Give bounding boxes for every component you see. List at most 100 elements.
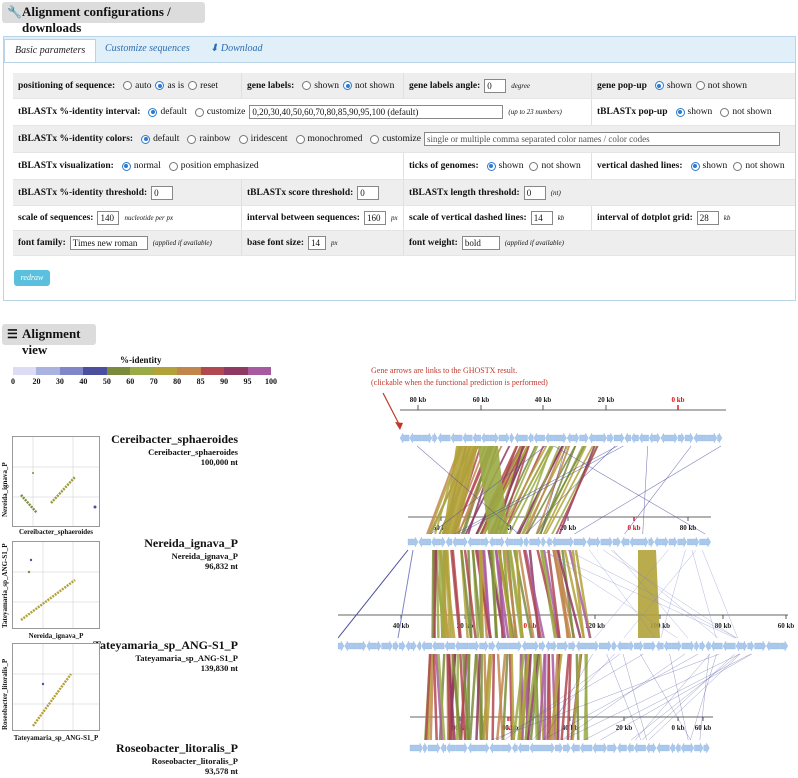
identity-interval-input[interactable]: 0,20,30,40,50,60,70,80,85,90,95,100 (def…: [249, 105, 504, 119]
gene-arrow[interactable]: [455, 742, 468, 754]
gene-arrow[interactable]: [495, 640, 509, 652]
positioning-asis-radio[interactable]: [155, 81, 165, 90]
redraw-button[interactable]: redraw: [14, 270, 50, 286]
gene-arrow[interactable]: [617, 640, 629, 652]
gene-arrow[interactable]: [399, 432, 410, 444]
colors-default-radio[interactable]: [141, 134, 151, 144]
gene-arrow[interactable]: [488, 640, 496, 652]
gene-labels-notshown-radio[interactable]: [343, 81, 353, 90]
gene-arrow[interactable]: [489, 742, 501, 754]
gene-arrow[interactable]: [538, 640, 546, 652]
gene-arrow[interactable]: [480, 536, 489, 548]
positioning-reset-radio[interactable]: [188, 81, 198, 90]
gene-labels-angle-input[interactable]: 0: [484, 78, 507, 93]
gene-arrow[interactable]: [513, 536, 524, 548]
gene-arrow[interactable]: [579, 432, 589, 444]
gene-arrow[interactable]: [381, 640, 393, 652]
gene-arrow[interactable]: [527, 432, 534, 444]
gene-arrow[interactable]: [722, 640, 736, 652]
gene-arrow[interactable]: [418, 536, 432, 548]
gene-arrow[interactable]: [663, 640, 672, 652]
gene-arrow[interactable]: [706, 432, 718, 444]
gene-arrow[interactable]: [754, 640, 767, 652]
dotplot[interactable]: Cereibacter_sphaeroides Nereida_ignava_P: [1, 436, 100, 536]
gene-arrow[interactable]: [452, 536, 459, 548]
gene-arrow[interactable]: [529, 536, 542, 548]
gene-arrow[interactable]: [677, 536, 688, 548]
gene-arrow[interactable]: [661, 536, 669, 548]
tblastx-popup-shown-radio[interactable]: [675, 107, 685, 117]
gene-arrow[interactable]: [495, 536, 505, 548]
gene-arrow[interactable]: [600, 536, 613, 548]
gene-arrow[interactable]: [529, 742, 542, 754]
gene-arrow[interactable]: [633, 742, 646, 754]
dotplot-grid-input[interactable]: 28: [696, 211, 719, 225]
gene-arrow[interactable]: [681, 640, 695, 652]
colors-iridescent-radio[interactable]: [238, 134, 248, 144]
gene-arrow[interactable]: [766, 640, 780, 652]
gene-arrow[interactable]: [557, 640, 569, 652]
gene-arrow[interactable]: [643, 640, 656, 652]
gene-arrow[interactable]: [392, 640, 399, 652]
gene-arrow[interactable]: [592, 742, 602, 754]
gene-arrow[interactable]: [579, 742, 593, 754]
gene-arrow[interactable]: [440, 742, 447, 754]
gene-arrow[interactable]: [551, 640, 557, 652]
gene-arrow[interactable]: [376, 640, 382, 652]
gene-arrow[interactable]: [534, 640, 539, 652]
genome-name[interactable]: Cereibacter_sphaeroides: [111, 432, 238, 446]
gene-arrow[interactable]: [624, 432, 631, 444]
gene-arrow[interactable]: [489, 432, 499, 444]
gene-arrow[interactable]: [694, 640, 700, 652]
gene-arrow[interactable]: [521, 640, 534, 652]
gene-arrow[interactable]: [405, 640, 411, 652]
gene-arrow[interactable]: [656, 742, 670, 754]
gene-arrow[interactable]: [504, 536, 514, 548]
gene-arrow[interactable]: [489, 536, 496, 548]
custom-colors-input[interactable]: single or multiple comma separated color…: [423, 132, 780, 146]
gene-arrow[interactable]: [545, 432, 554, 444]
gene-arrow[interactable]: [450, 432, 463, 444]
gene-arrow[interactable]: [779, 640, 789, 652]
tab-basic-parameters[interactable]: Basic parameters: [4, 39, 97, 63]
colors-rainbow-radio[interactable]: [187, 134, 197, 144]
gene-arrow[interactable]: [699, 536, 711, 548]
gene-popup-shown-radio[interactable]: [654, 81, 664, 90]
gene-arrow[interactable]: [636, 536, 649, 548]
gene-popup-notshown-radio[interactable]: [695, 81, 705, 90]
gene-labels-shown-radio[interactable]: [302, 81, 312, 90]
dotplot[interactable]: Nereida_ignava_P Tateyamaria_sp_ANG-S1_P: [1, 541, 100, 640]
font-weight-input[interactable]: bold: [461, 236, 500, 250]
gene-arrow[interactable]: [699, 640, 706, 652]
gene-arrow[interactable]: [511, 742, 518, 754]
gene-arrow[interactable]: [611, 640, 617, 652]
gene-arrow[interactable]: [514, 432, 528, 444]
gene-arrow[interactable]: [620, 536, 630, 548]
gene-arrow[interactable]: [467, 742, 478, 754]
gene-arrow[interactable]: [478, 742, 490, 754]
gene-arrow[interactable]: [588, 432, 596, 444]
gene-arrow[interactable]: [586, 536, 596, 548]
gene-arrow[interactable]: [551, 536, 563, 548]
gene-arrow[interactable]: [634, 640, 644, 652]
gene-arrow[interactable]: [570, 742, 580, 754]
gene-arrow[interactable]: [660, 432, 669, 444]
gene-arrow[interactable]: [517, 742, 530, 754]
gene-arrow[interactable]: [545, 640, 551, 652]
gene-arrow[interactable]: [669, 742, 676, 754]
gene-arrow[interactable]: [421, 432, 433, 444]
gene-arrow[interactable]: [423, 742, 428, 754]
gene-arrow[interactable]: [508, 640, 522, 652]
gene-arrow[interactable]: [680, 742, 688, 754]
gene-arrow[interactable]: [587, 640, 599, 652]
config-section-header[interactable]: 🔧 Alignment configurations / downloads: [2, 2, 205, 35]
gene-arrow[interactable]: [648, 536, 655, 548]
scale-vdashed-input[interactable]: 14: [530, 211, 553, 225]
gene-arrow[interactable]: [554, 742, 563, 754]
gene-arrow[interactable]: [617, 742, 627, 754]
view-section-header[interactable]: ☰ Alignment view: [2, 324, 96, 357]
gene-arrow[interactable]: [626, 742, 634, 754]
gene-arrow[interactable]: [599, 640, 612, 652]
gene-arrow[interactable]: [357, 640, 367, 652]
gene-arrow[interactable]: [612, 536, 621, 548]
